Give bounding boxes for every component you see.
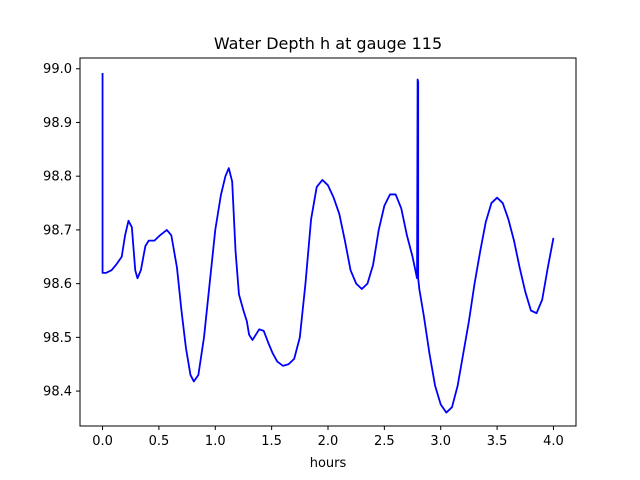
- x-tick-label: 1.0: [205, 434, 226, 449]
- x-tick-label: 2.5: [374, 434, 395, 449]
- x-tick-label: 4.0: [543, 434, 564, 449]
- y-tick-label: 98.8: [43, 170, 72, 185]
- x-tick-label: 0.5: [149, 434, 170, 449]
- axes: 0.0 0.5 1.0 1.5 2.0 2.5 3.0 3.5 4.0 98.4 98.5 98.6 9…: [43, 57, 577, 449]
- x-tick-label: 2.0: [318, 434, 339, 449]
- series-line-1: [101, 73, 555, 414]
- y-tick-label: 98.6: [43, 277, 72, 292]
- y-tick-label: 98.9: [43, 116, 72, 131]
- x-tick-label: 3.0: [430, 434, 451, 449]
- x-tick-label: 1.5: [261, 434, 282, 449]
- y-tick-label: 98.7: [43, 223, 72, 238]
- x-axis-label: hours: [310, 456, 347, 471]
- x-tick-label: 0.0: [92, 434, 113, 449]
- y-tick-label: 98.4: [43, 385, 72, 400]
- y-tick-label: 99.0: [43, 62, 72, 77]
- chart-title: Water Depth h at gauge 115: [214, 34, 442, 53]
- x-tick-label: 3.5: [487, 434, 508, 449]
- y-tick-label: 98.5: [43, 331, 72, 346]
- plot-area: [101, 73, 555, 414]
